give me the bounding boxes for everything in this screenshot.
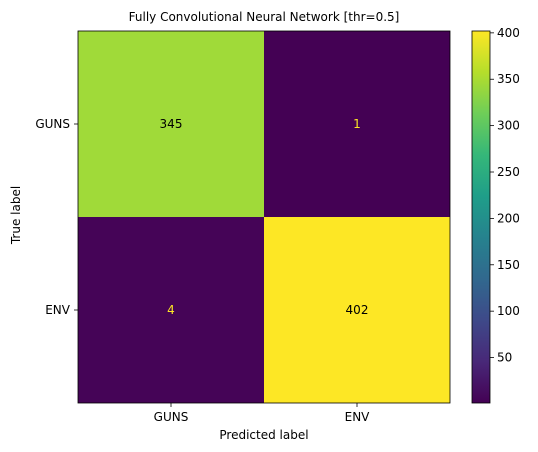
x-axis-label: Predicted label <box>219 428 308 442</box>
cell-value-label: 402 <box>346 303 369 317</box>
colorbar-tick-label: 50 <box>497 351 512 365</box>
colorbar-tick-label: 250 <box>497 165 520 179</box>
y-tick-label: ENV <box>45 303 71 317</box>
cell-value-label: 1 <box>353 117 361 131</box>
chart-title: Fully Convolutional Neural Network [thr=… <box>129 10 400 24</box>
colorbar-gradient <box>472 31 490 403</box>
colorbar: 50 100 150 200 250 300 350 400 <box>472 26 520 403</box>
y-axis-label: True label <box>9 186 23 245</box>
colorbar-tick-label: 200 <box>497 211 520 225</box>
cell-value-label: 345 <box>160 117 183 131</box>
colorbar-tick-label: 150 <box>497 258 520 272</box>
colorbar-tick-label: 300 <box>497 119 520 133</box>
colorbar-tick-label: 350 <box>497 72 520 86</box>
y-tick-label: GUNS <box>35 117 70 131</box>
cell-value-label: 4 <box>167 303 175 317</box>
x-tick-label: ENV <box>345 410 371 424</box>
heatmap-cells: 345 1 4 402 <box>78 31 450 403</box>
x-axis-ticks: GUNS ENV <box>154 403 371 424</box>
colorbar-tick-label: 400 <box>497 26 520 40</box>
y-axis-ticks: GUNS ENV <box>35 117 78 317</box>
x-tick-label: GUNS <box>154 410 189 424</box>
colorbar-tick-label: 100 <box>497 304 520 318</box>
